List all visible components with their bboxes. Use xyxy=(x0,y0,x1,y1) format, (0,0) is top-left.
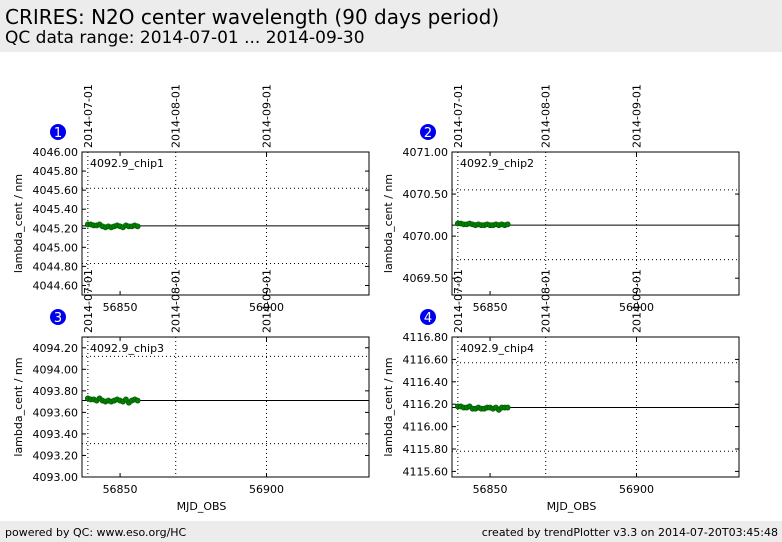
y-tick-label: 4093.00 xyxy=(33,471,79,484)
dataset-label: 4092.9_chip1 xyxy=(90,157,164,170)
y-tick-label: 4070.00 xyxy=(403,230,449,243)
y-tick-label: 4116.40 xyxy=(403,376,449,389)
y-tick-label: 4094.00 xyxy=(33,363,79,376)
x-tick-label: 56900 xyxy=(619,483,654,496)
panel-number-badge xyxy=(50,309,66,325)
y-tick-label: 4093.60 xyxy=(33,406,79,419)
y-tick-label: 4044.60 xyxy=(33,279,79,292)
x-axis-label: MJD_OBS xyxy=(547,500,597,513)
y-tick-label: 4069.50 xyxy=(403,272,449,285)
panel-number: 4 xyxy=(424,311,432,326)
x-tick-label: 56900 xyxy=(619,301,654,314)
dataset-label: 4092.9_chip2 xyxy=(460,157,534,170)
y-tick-label: 4116.00 xyxy=(403,421,449,434)
footer-credit: powered by QC: www.eso.org/HC xyxy=(5,526,187,539)
chart-panel-2: 4069.50 4070.00 4070.50 4071.00 56850 56900 20… xyxy=(382,84,740,314)
panel-number-badge xyxy=(50,124,66,140)
x-tick-label: 56850 xyxy=(473,483,508,496)
y-tick-label: 4116.20 xyxy=(403,398,449,411)
x-axis-label: MJD_OBS xyxy=(177,500,227,513)
y-tick-label: 4045.00 xyxy=(33,241,79,254)
plots-area: 4044.60 4044.80 4045.00 4045.20 4045.40 4045.… xyxy=(12,84,740,513)
y-tick-label: 4093.80 xyxy=(33,385,79,398)
page-subtitle: QC data range: 2014-07-01 ... 2014-09-30 xyxy=(5,28,365,48)
date-label: 2014-07-01 xyxy=(452,269,465,333)
x-tick-label: 56850 xyxy=(473,301,508,314)
y-tick-label: 4094.20 xyxy=(33,342,79,355)
date-label: 2014-09-01 xyxy=(261,84,274,148)
y-tick-label: 4115.80 xyxy=(403,443,449,456)
y-axis-label: lambda_cent / nm xyxy=(382,174,395,273)
panel-number-badge xyxy=(420,124,436,140)
date-label: 2014-08-01 xyxy=(170,269,183,333)
x-tick-label: 56900 xyxy=(249,483,284,496)
footer-timestamp: created by trendPlotter v3.3 on 2014-07-… xyxy=(481,526,778,539)
date-label: 2014-07-01 xyxy=(82,84,95,148)
date-label: 2014-07-01 xyxy=(452,84,465,148)
panel-number: 3 xyxy=(54,311,62,326)
date-label: 2014-08-01 xyxy=(540,269,553,333)
data-point xyxy=(504,404,511,411)
panel-number: 1 xyxy=(54,126,62,141)
y-tick-label: 4071.00 xyxy=(403,146,449,159)
y-tick-label: 4045.80 xyxy=(33,165,79,178)
y-axis-label: lambda_cent / nm xyxy=(12,357,25,456)
dataset-label: 4092.9_chip4 xyxy=(460,342,534,355)
panel-number: 2 xyxy=(424,126,432,141)
data-point xyxy=(504,221,511,228)
y-tick-label: 4116.80 xyxy=(403,331,449,344)
y-tick-label: 4045.60 xyxy=(33,184,79,197)
date-label: 2014-09-01 xyxy=(261,269,274,333)
chart-panel-1: 4044.60 4044.80 4045.00 4045.20 4045.40 4045.… xyxy=(12,84,370,314)
y-tick-label: 4044.80 xyxy=(33,260,79,273)
date-label: 2014-08-01 xyxy=(170,84,183,148)
x-tick-label: 56900 xyxy=(249,301,284,314)
x-tick-label: 56850 xyxy=(103,483,138,496)
plot-frame xyxy=(81,151,370,296)
y-axis-label: lambda_cent / nm xyxy=(382,357,395,456)
dataset-label: 4092.9_chip3 xyxy=(90,342,164,355)
y-tick-label: 4116.60 xyxy=(403,353,449,366)
y-tick-label: 4093.40 xyxy=(33,428,79,441)
panel-number-badge xyxy=(420,309,436,325)
y-tick-label: 4046.00 xyxy=(33,146,79,159)
page-title: CRIRES: N2O center wavelength (90 days p… xyxy=(5,5,500,29)
date-label: 2014-09-01 xyxy=(631,84,644,148)
x-tick-label: 56850 xyxy=(103,301,138,314)
page-header: CRIRES: N2O center wavelength (90 days p… xyxy=(0,0,782,52)
y-tick-label: 4070.50 xyxy=(403,188,449,201)
data-point xyxy=(134,397,141,404)
chart-panel-4: 4115.60 4115.80 4116.00 4116.20 4116.40 4116.… xyxy=(382,269,740,513)
chart-panel-3: 4093.00 4093.20 4093.40 4093.60 4093.80 4094.… xyxy=(12,269,370,513)
y-tick-label: 4115.60 xyxy=(403,465,449,478)
plot-frame xyxy=(81,336,370,478)
y-tick-label: 4093.20 xyxy=(33,449,79,462)
date-label: 2014-07-01 xyxy=(82,269,95,333)
y-tick-label: 4045.40 xyxy=(33,203,79,216)
plot-frame xyxy=(451,151,740,296)
y-tick-label: 4045.20 xyxy=(33,222,79,235)
date-label: 2014-09-01 xyxy=(631,269,644,333)
data-point xyxy=(134,223,141,230)
y-axis-label: lambda_cent / nm xyxy=(12,174,25,273)
date-label: 2014-08-01 xyxy=(540,84,553,148)
page-footer: powered by QC: www.eso.org/HC created by… xyxy=(0,521,782,542)
